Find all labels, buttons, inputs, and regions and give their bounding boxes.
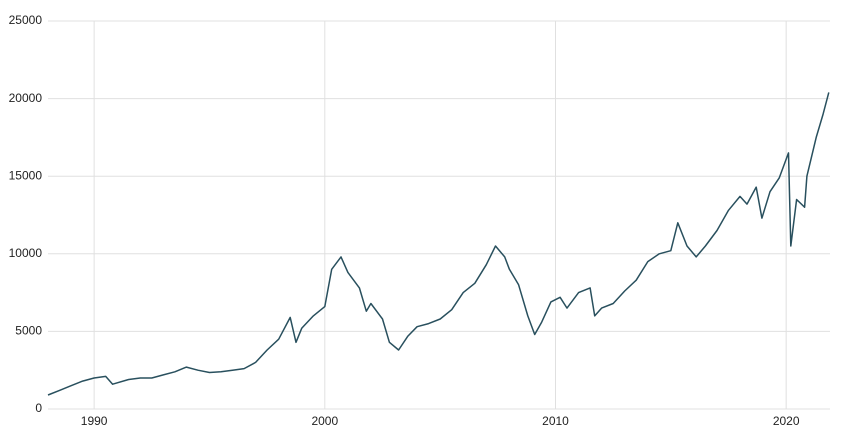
x-tick-label: 2000: [311, 414, 338, 428]
x-tick-label: 2010: [542, 414, 569, 428]
y-tick-label: 0: [35, 401, 42, 415]
x-tick-label: 1990: [81, 414, 108, 428]
y-tick-label: 20000: [9, 91, 43, 105]
y-tick-label: 25000: [9, 13, 43, 27]
y-tick-label: 15000: [9, 168, 43, 182]
line: [47, 92, 830, 396]
y-tick-label: 10000: [9, 246, 43, 260]
y-tick-label: 5000: [15, 324, 42, 338]
x-tick-label: 2020: [773, 414, 800, 428]
